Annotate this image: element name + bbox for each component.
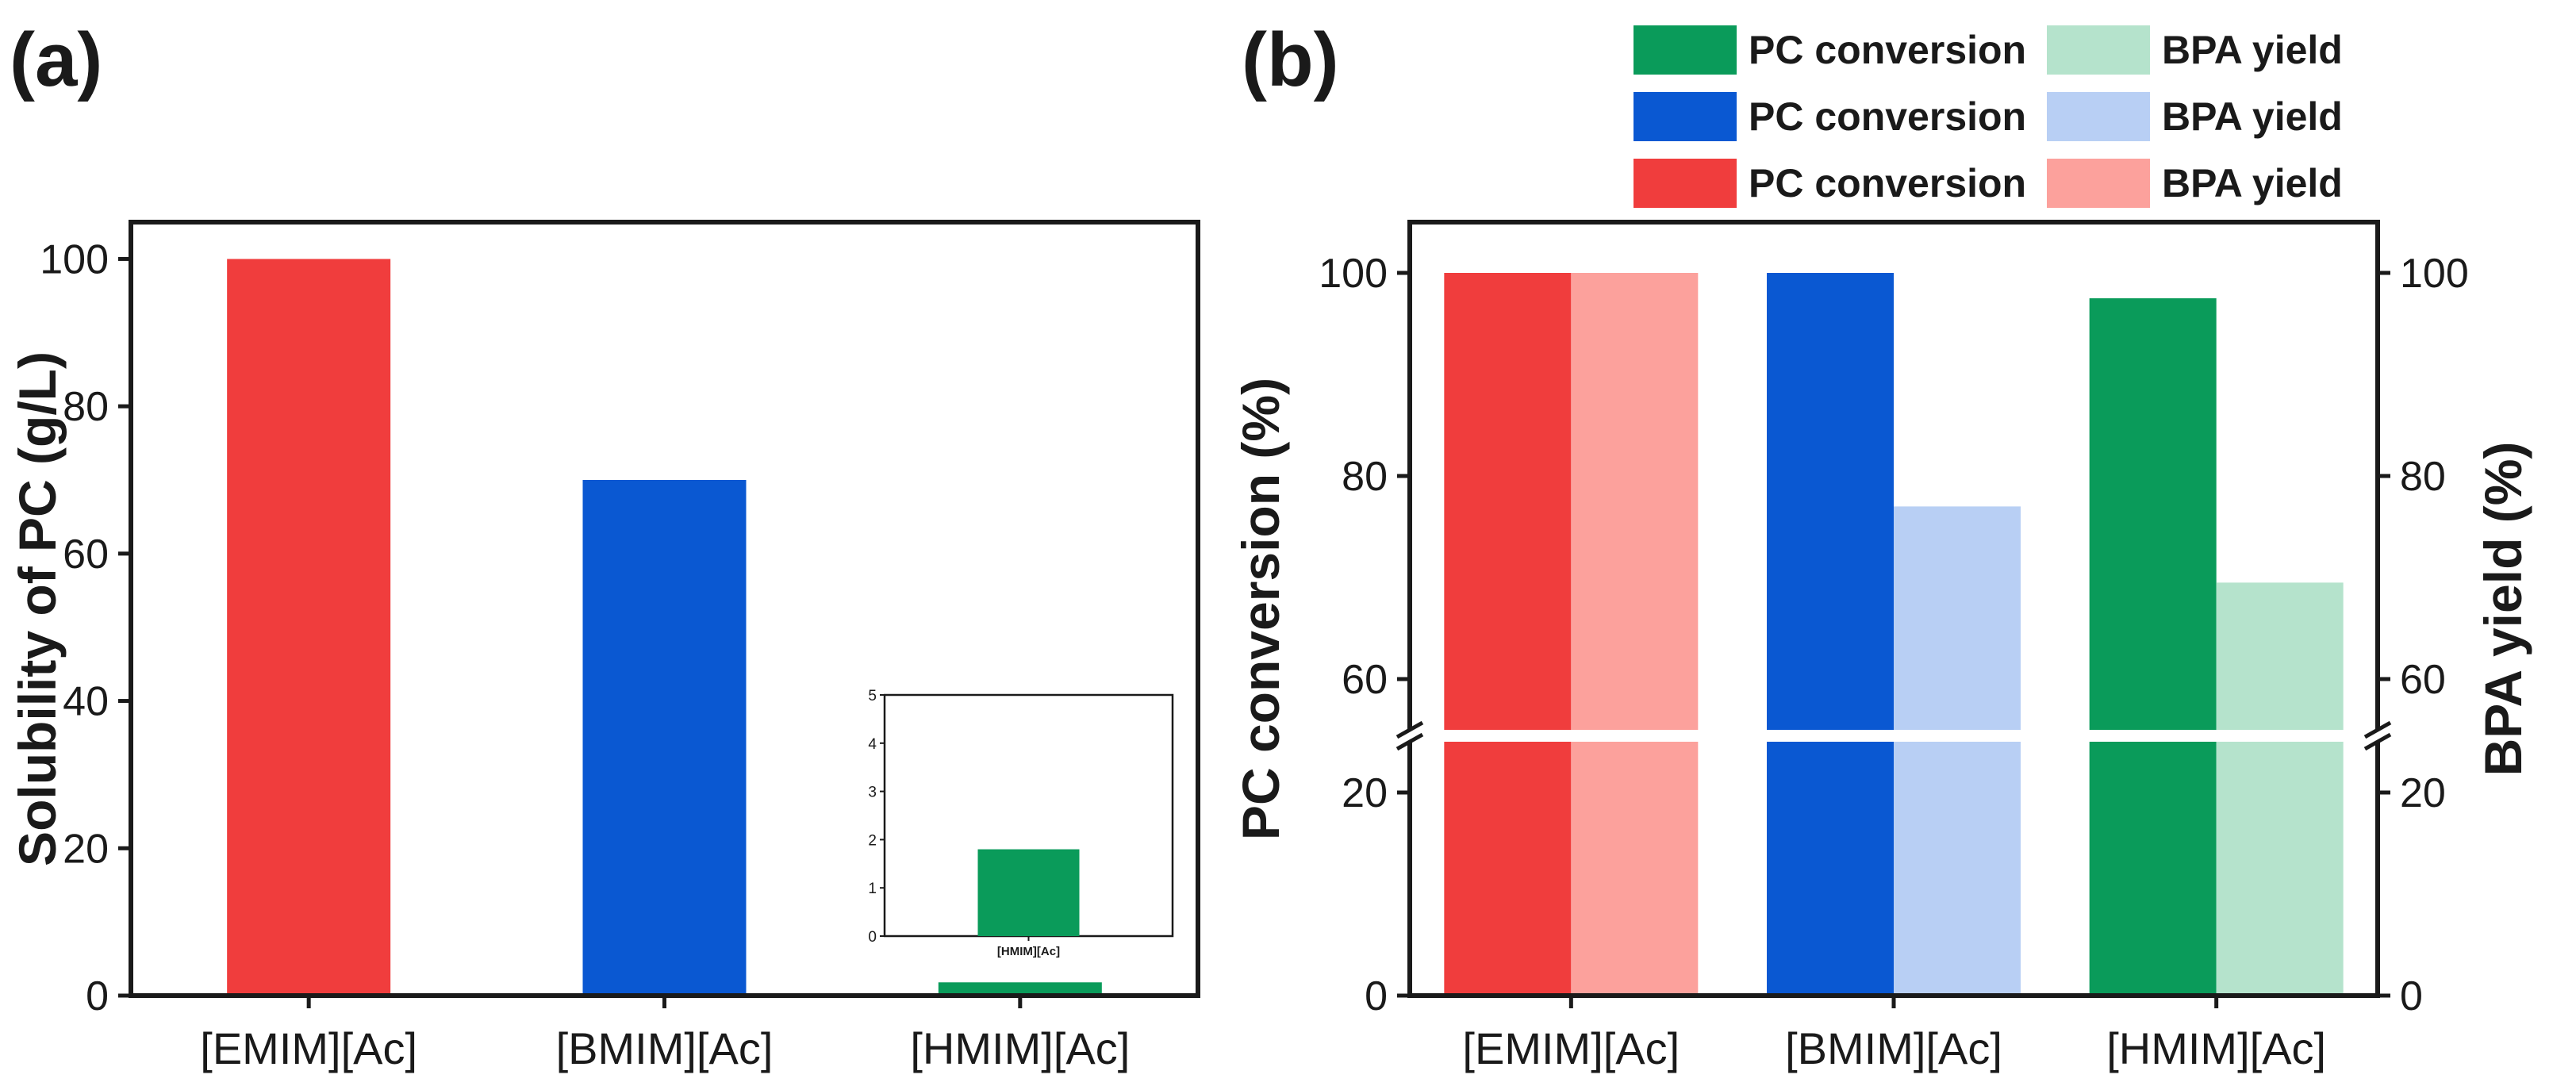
panel-b-left-axis-label: PC conversion (%) — [1231, 378, 1290, 840]
panel-b-break-gap — [1410, 730, 2378, 742]
panel-b-legend-label: PC conversion — [1749, 161, 2026, 205]
panel-a-y-axis-label: Solubility of PC (g/L) — [8, 351, 67, 866]
panel-a-bar — [938, 982, 1102, 996]
panel-b-conversion-chart: (b) PC conversion (%) BPA yield (%) PC c… — [1231, 17, 2532, 1073]
panel-a-inset-y-tick-label: 1 — [868, 881, 877, 897]
panel-a-inset-y-tick-label: 5 — [868, 688, 877, 704]
panel-a-y-tick-label: 100 — [40, 236, 109, 282]
panel-a-inset-chart: 0 1 2 3 4 5 [HMIM][Ac] — [868, 688, 1174, 958]
panel-a-y-tick-label: 20 — [63, 826, 109, 872]
panel-a-inset-y-tick-label: 4 — [868, 736, 877, 753]
panel-a-y-tick-label: 40 — [63, 679, 109, 725]
panel-b-legend-swatch — [2047, 92, 2150, 141]
panel-b-legend-swatch — [1634, 92, 1737, 141]
panel-b-legend-swatch — [2047, 25, 2150, 75]
panel-b-legend-label: BPA yield — [2162, 94, 2343, 139]
panel-a-bar — [227, 259, 391, 996]
panel-b-legend-label: PC conversion — [1749, 28, 2026, 72]
panel-b-right-tick-label: 20 — [2400, 770, 2446, 816]
panel-a-bar — [582, 480, 747, 996]
panel-b-left-tick-label: 100 — [1319, 251, 1388, 297]
panel-a-inset-bar — [977, 849, 1080, 936]
panel-a-inset-y-tick-label: 3 — [868, 785, 877, 801]
panel-b-axis-break — [1395, 720, 2392, 751]
panel-b-right-tick-label: 0 — [2400, 973, 2423, 1019]
panel-b-legend-swatch — [1634, 159, 1737, 208]
panel-b-right-tick-label: 100 — [2400, 251, 2469, 297]
panel-b-left-tick-label: 80 — [1342, 454, 1388, 500]
panel-a-inset-category-label: [HMIM][Ac] — [997, 945, 1060, 958]
panel-b-category-label: [HMIM][Ac] — [2106, 1023, 2326, 1073]
panel-a-category-label: [BMIM][Ac] — [556, 1023, 774, 1073]
panel-a-letter: (a) — [10, 17, 102, 102]
panel-b-break-mark — [1395, 732, 1424, 751]
panel-b-right-tick-label: 80 — [2400, 454, 2446, 500]
panel-b-yield-bar — [2216, 582, 2344, 996]
panel-b-letter: (b) — [1242, 17, 1339, 102]
panel-b-legend-label: BPA yield — [2162, 161, 2343, 205]
panel-b-legend-swatch — [2047, 159, 2150, 208]
panel-b-legend-label: BPA yield — [2162, 28, 2343, 72]
panel-b-left-tick-label: 20 — [1342, 770, 1388, 816]
panel-b-break-mark — [2363, 732, 2392, 751]
panel-b-yield-bar — [1894, 506, 2021, 996]
panel-b-legend: PC conversion BPA yield PC conversion BPA y… — [1634, 25, 2343, 208]
panel-a-y-tick-label: 0 — [86, 973, 109, 1019]
panel-b-legend-swatch — [1634, 25, 1737, 75]
panel-a-category-label: [HMIM][Ac] — [910, 1023, 1130, 1073]
panel-b-left-tick-label: 0 — [1365, 973, 1388, 1019]
panel-a-inset-y-tick-label: 0 — [868, 929, 877, 946]
panel-b-break-mark — [2363, 720, 2392, 739]
panel-a-category-label: [EMIM][Ac] — [200, 1023, 417, 1073]
panel-a-solubility-chart: (a) Solubility of PC (g/L) 020406080100 … — [8, 17, 1200, 1073]
panel-b-conversion-bar — [2089, 298, 2217, 996]
panel-a-y-tick-label: 80 — [63, 384, 109, 430]
panel-b-conversion-bar — [1444, 273, 1572, 996]
panel-b-break-mark — [1395, 720, 1424, 739]
panel-b-legend-label: PC conversion — [1749, 94, 2026, 139]
panel-b-left-tick-label: 60 — [1342, 657, 1388, 703]
panel-a-inset-y-tick-label: 2 — [868, 832, 877, 849]
panel-a-y-tick-label: 60 — [63, 532, 109, 578]
panel-b-right-tick-label: 60 — [2400, 657, 2446, 703]
panel-b-conversion-bar — [1767, 273, 1894, 996]
panel-b-category-label: [BMIM][Ac] — [1785, 1023, 2002, 1073]
panel-b-yield-bar — [1571, 273, 1699, 996]
panel-b-right-axis-label: BPA yield (%) — [2474, 442, 2532, 777]
panel-b-category-label: [EMIM][Ac] — [1462, 1023, 1680, 1073]
